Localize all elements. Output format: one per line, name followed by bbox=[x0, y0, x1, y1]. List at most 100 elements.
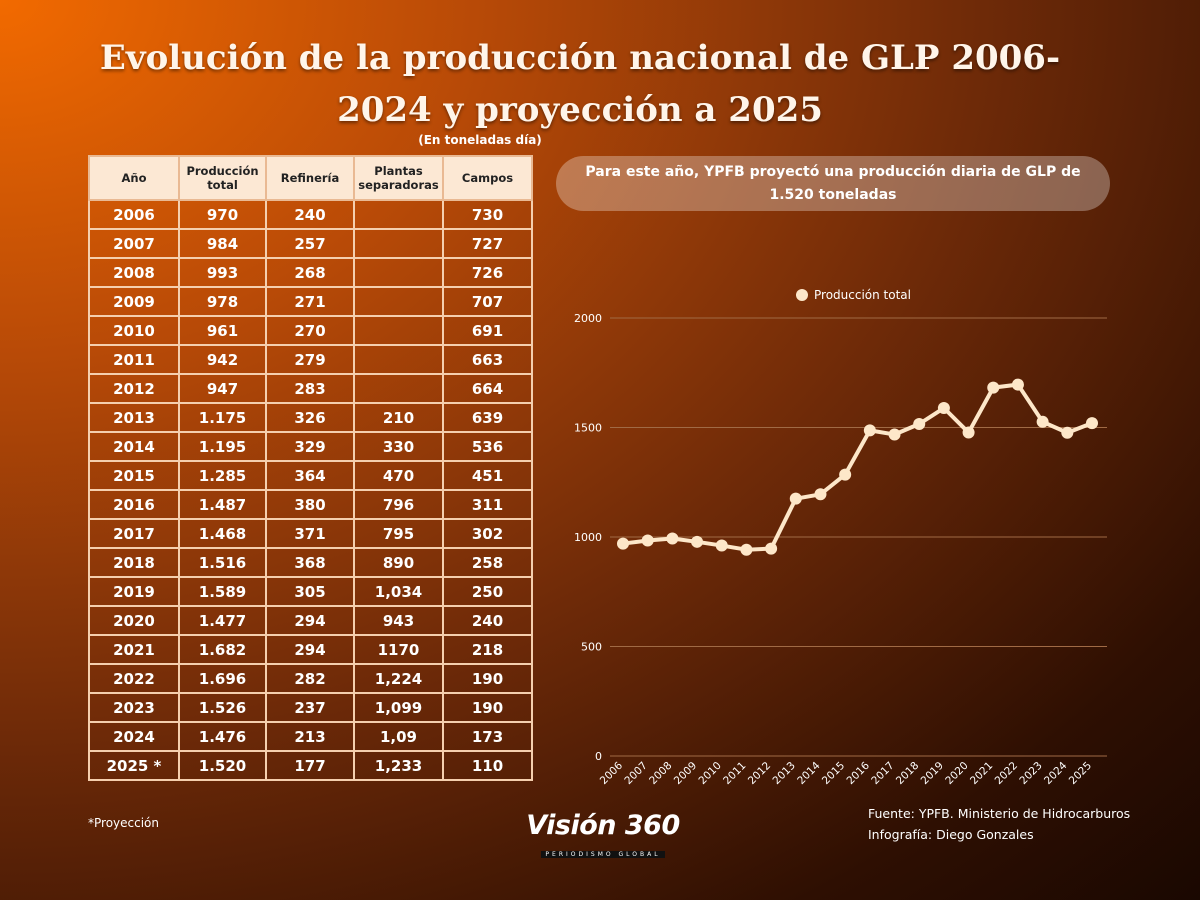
table-cell: 240 bbox=[265, 199, 355, 230]
table-row: 2013 1.175 326 210 639 bbox=[88, 402, 533, 433]
table-cell: 218 bbox=[442, 634, 533, 665]
x-tick-label: 2020 bbox=[943, 760, 970, 787]
x-tick-label: 2024 bbox=[1042, 759, 1070, 787]
table-row: 2021 1.682 294 1170 218 bbox=[88, 634, 533, 665]
table-row: 2016 1.487 380 796 311 bbox=[88, 489, 533, 520]
table-cell: 1.589 bbox=[178, 576, 267, 607]
table-cell: 268 bbox=[265, 257, 355, 288]
table-cell: 663 bbox=[442, 344, 533, 375]
credit-text: Infografía: Diego Gonzales bbox=[868, 827, 1034, 842]
table-cell: 947 bbox=[178, 373, 267, 404]
table-cell: 283 bbox=[265, 373, 355, 404]
unit-note: (En toneladas día) bbox=[418, 133, 542, 147]
table-cell: 326 bbox=[265, 402, 355, 433]
table-cell: 213 bbox=[265, 721, 355, 752]
table-cell: 270 bbox=[265, 315, 355, 346]
table-cell: 2018 bbox=[88, 547, 180, 578]
data-point bbox=[666, 532, 679, 545]
table-row: 2023 1.526 237 1,099 190 bbox=[88, 692, 533, 723]
table-cell: 1.487 bbox=[178, 489, 267, 520]
table-cell: 942 bbox=[178, 344, 267, 375]
table-cell: 329 bbox=[265, 431, 355, 462]
data-point bbox=[814, 488, 827, 501]
table-cell: 1,09 bbox=[353, 721, 444, 752]
table-cell: 730 bbox=[442, 199, 533, 230]
callout-text: Para este año, YPFB proyectó una producc… bbox=[585, 163, 1081, 203]
data-point bbox=[937, 402, 950, 415]
table-cell: 371 bbox=[265, 518, 355, 549]
x-tick-label: 2008 bbox=[647, 760, 674, 787]
table-cell: 726 bbox=[442, 257, 533, 288]
table-cell: 1,233 bbox=[353, 750, 444, 781]
table-cell: 294 bbox=[265, 605, 355, 636]
table-cell bbox=[353, 373, 444, 404]
page-title: Evolución de la producción nacional de G… bbox=[99, 38, 1061, 130]
table-cell: 1,034 bbox=[353, 576, 444, 607]
table-cell: 1.285 bbox=[178, 460, 267, 491]
table-cell: 2012 bbox=[88, 373, 180, 404]
table-cell: 795 bbox=[353, 518, 444, 549]
x-tick-label: 2021 bbox=[968, 760, 995, 787]
table-cell: 1,099 bbox=[353, 692, 444, 723]
x-tick-label: 2023 bbox=[1017, 760, 1044, 787]
table-row: 2008 993 268 726 bbox=[88, 257, 533, 288]
y-tick-label: 500 bbox=[581, 641, 602, 654]
table-cell: 1.175 bbox=[178, 402, 267, 433]
table-cell: 210 bbox=[353, 402, 444, 433]
table-row: 2024 1.476 213 1,09 173 bbox=[88, 721, 533, 752]
table-cell: 240 bbox=[442, 605, 533, 636]
table-cell: 1170 bbox=[353, 634, 444, 665]
x-tick-label: 2025 bbox=[1067, 760, 1094, 787]
data-point bbox=[863, 424, 876, 437]
table-cell: 173 bbox=[442, 721, 533, 752]
x-tick-label: 2019 bbox=[919, 760, 946, 787]
table-cell: 1,224 bbox=[353, 663, 444, 694]
table-cell bbox=[353, 199, 444, 230]
table-cell bbox=[353, 315, 444, 346]
data-point bbox=[1061, 426, 1074, 439]
table-cell: 2006 bbox=[88, 199, 180, 230]
table-cell: 305 bbox=[265, 576, 355, 607]
table-cell bbox=[353, 257, 444, 288]
logo: Visión 360 PERIODISMO GLOBAL bbox=[518, 810, 688, 860]
x-tick-label: 2010 bbox=[696, 760, 723, 787]
table-row: 2025 * 1.520 177 1,233 110 bbox=[88, 750, 533, 781]
table-cell: 2009 bbox=[88, 286, 180, 317]
table-row: 2014 1.195 329 330 536 bbox=[88, 431, 533, 462]
data-point bbox=[913, 417, 926, 430]
table-row: 2007 984 257 727 bbox=[88, 228, 533, 259]
data-point bbox=[641, 534, 654, 547]
table-cell: 237 bbox=[265, 692, 355, 723]
table-cell: 2014 bbox=[88, 431, 180, 462]
table-cell: 1.696 bbox=[178, 663, 267, 694]
data-point bbox=[617, 537, 629, 550]
table-body: 2006 970 240 730 2007 984 257 727 2008 993 268 726 2… bbox=[88, 199, 533, 781]
table-row: 2020 1.477 294 943 240 bbox=[88, 605, 533, 636]
table-cell: 536 bbox=[442, 431, 533, 462]
table-cell: 727 bbox=[442, 228, 533, 259]
series-line bbox=[622, 382, 1093, 552]
table-cell: 2016 bbox=[88, 489, 180, 520]
production-table: Año Producción total Refinería Plantas s… bbox=[88, 155, 533, 781]
table-cell: 2015 bbox=[88, 460, 180, 491]
header-total: Producción total bbox=[178, 155, 267, 201]
x-tick-label: 2014 bbox=[795, 759, 823, 787]
table-cell: 796 bbox=[353, 489, 444, 520]
table-cell: 2007 bbox=[88, 228, 180, 259]
table-cell: 470 bbox=[353, 460, 444, 491]
table-cell: 282 bbox=[265, 663, 355, 694]
table-cell: 664 bbox=[442, 373, 533, 404]
table-cell: 279 bbox=[265, 344, 355, 375]
table-cell: 190 bbox=[442, 663, 533, 694]
table-row: 2011 942 279 663 bbox=[88, 344, 533, 375]
x-tick-label: 2007 bbox=[622, 760, 649, 787]
table-cell: 2023 bbox=[88, 692, 180, 723]
data-point bbox=[888, 428, 901, 441]
table-cell: 993 bbox=[178, 257, 267, 288]
table-cell: 691 bbox=[442, 315, 533, 346]
legend-label: Producción total bbox=[814, 288, 911, 302]
table-cell: 368 bbox=[265, 547, 355, 578]
data-point bbox=[740, 543, 753, 556]
footnote: *Proyección bbox=[88, 816, 159, 830]
table-cell: 302 bbox=[442, 518, 533, 549]
